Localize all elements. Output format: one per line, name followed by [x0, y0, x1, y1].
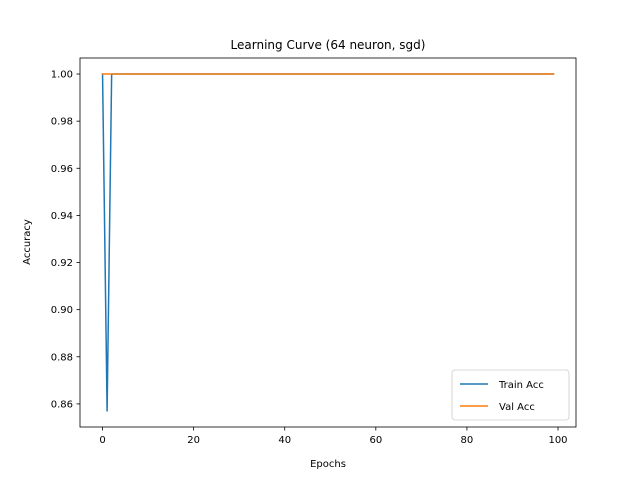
y-tick-label: 0.96	[51, 164, 73, 175]
x-tick-label: 60	[369, 435, 382, 446]
y-tick-label: 0.98	[51, 117, 73, 128]
x-tick-label: 100	[548, 435, 567, 446]
y-tick-label: 0.88	[51, 352, 73, 363]
y-tick-label: 0.90	[51, 305, 73, 316]
y-tick-label: 0.86	[51, 399, 73, 410]
legend-box	[451, 369, 570, 421]
legend-label: Val Acc	[499, 402, 535, 413]
x-tick-label: 40	[278, 435, 291, 446]
plot-background	[80, 58, 576, 427]
x-tick-label: 0	[99, 435, 105, 446]
x-axis-label: Epochs	[310, 459, 346, 470]
x-tick-label: 20	[187, 435, 200, 446]
plot-area: 0 20 40 60 80 100 0.86 0.88 0.90 0.92 0.94 0.96 0.98…	[51, 57, 577, 446]
x-tick-label: 80	[461, 435, 474, 446]
y-axis-label: Accuracy	[22, 219, 33, 265]
chart-title: Learning Curve (64 neuron, sgd)	[231, 38, 426, 52]
y-tick-label: 0.92	[51, 258, 73, 269]
legend-label: Train Acc	[498, 380, 544, 391]
y-tick-label: 0.94	[51, 211, 73, 222]
legend: Train Acc Val Acc	[451, 369, 570, 421]
plot-frame	[79, 57, 577, 428]
y-tick-label: 1.00	[51, 70, 73, 81]
